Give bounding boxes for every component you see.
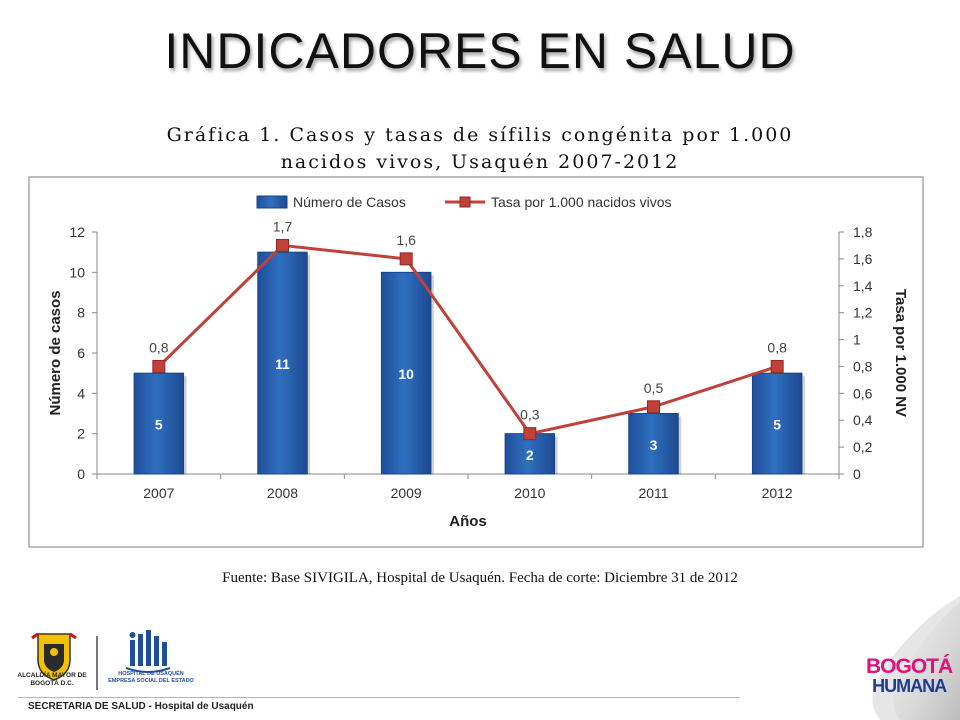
y-right-tick-label: 1,8	[853, 224, 873, 240]
x-tick-label: 2009	[391, 485, 422, 501]
bogota-humana-logo: BOGOTÁ HUMANA	[866, 655, 953, 696]
y-left-tick-label: 0	[77, 466, 85, 482]
y-left-tick-label: 10	[69, 264, 85, 280]
legend-swatch-marker	[459, 196, 471, 208]
legend-label-bars: Número de Casos	[293, 194, 406, 210]
chart-title: Gráfica 1. Casos y tasas de sífilis cong…	[120, 122, 840, 176]
y-left-tick-label: 2	[77, 426, 85, 442]
x-tick-label: 2007	[143, 485, 174, 501]
rate-line	[157, 243, 778, 436]
hospital-logo-text: HOSPITAL DE USAQUÉN EMPRESA SOCIAL DEL E…	[108, 671, 194, 684]
y-right-tick-label: 0,2	[853, 439, 873, 455]
slide-title: INDICADORES EN SALUD	[164, 23, 796, 79]
source-text: : Base SIVIGILA, Hospital de Usaquén. Fe…	[262, 570, 738, 586]
y-right-tick-label: 1	[853, 332, 861, 348]
y-left-tick-label: 6	[77, 345, 85, 361]
y-left-tick-label: 12	[69, 224, 85, 240]
source-label: Fuente	[222, 570, 263, 586]
y-left-tick-label: 4	[77, 385, 85, 401]
x-axis-title: Años	[449, 513, 487, 530]
y-axis-title-right: Tasa por 1.000 NV	[892, 289, 909, 417]
x-tick-label: 2008	[267, 485, 298, 501]
bar-value-label: 5	[773, 417, 781, 433]
source-note: Fuente: Base SIVIGILA, Hospital de Usaqu…	[0, 570, 960, 587]
y-right-tick-label: 1,4	[853, 278, 873, 294]
x-tick-label: 2012	[762, 485, 793, 501]
y-right-tick-label: 1,2	[853, 305, 873, 321]
y-axis-title-left: Número de casos	[47, 290, 64, 415]
bogota-logo-top: BOGOTÁ	[866, 655, 953, 678]
bar	[751, 372, 803, 475]
y-right-tick-label: 1,6	[853, 251, 873, 267]
rate-value-label: 1,6	[396, 232, 416, 248]
page-curl-decoration	[872, 596, 960, 720]
logo-divider	[96, 636, 98, 690]
rate-marker	[276, 238, 289, 252]
bar	[257, 251, 308, 475]
rate-marker	[152, 359, 166, 373]
rate-marker	[770, 359, 784, 373]
bar-value-label: 2	[526, 447, 534, 463]
y-right-tick-label: 0,8	[853, 358, 873, 374]
rate-marker	[647, 400, 660, 414]
rate-value-label: 0,8	[149, 339, 169, 355]
bar	[133, 372, 185, 475]
y-left-tick-label: 8	[77, 305, 85, 321]
legend-label-line: Tasa por 1.000 nacidos vivos	[491, 194, 672, 210]
rate-marker	[523, 427, 537, 441]
bar	[628, 413, 679, 475]
bogota-logo-bottom: HUMANA	[872, 676, 947, 696]
y-right-tick-label: 0,4	[853, 412, 873, 428]
combo-chart: 0 2 4 6 8 10 12 0 0,2 0,4 0,6 0,8 1 1,2 1,4 1,6 1,8 5 2007…	[47, 194, 909, 530]
bar	[380, 271, 432, 475]
rate-value-label: 1,7	[273, 218, 293, 234]
y-right-tick-label: 0	[853, 466, 861, 482]
alcaldia-logo-text: ALCALDÍA MAYOR DE BOGOTÁ D.C.	[17, 672, 87, 687]
footer-divider	[18, 697, 740, 698]
x-tick-label: 2011	[638, 485, 668, 501]
bar-value-label: 10	[398, 366, 414, 382]
rate-marker	[399, 252, 413, 266]
bar-value-label: 3	[650, 437, 658, 453]
legend-swatch-bars	[256, 195, 288, 209]
bar-value-label: 11	[275, 356, 290, 372]
rate-value-label: 0,3	[520, 407, 540, 423]
chart-title-line-2: nacidos vivos, Usaquén 2007-2012	[280, 151, 680, 173]
x-tick-label: 2010	[514, 485, 545, 501]
chart-title-line-1: Gráfica 1. Casos y tasas de sífilis cong…	[166, 124, 794, 146]
bogota-coat-of-arms-icon	[31, 632, 77, 681]
y-right-tick-label: 0,6	[853, 385, 873, 401]
rate-value-label: 0,8	[767, 339, 787, 355]
rate-value-label: 0,5	[644, 380, 664, 396]
hospital-usaquen-logo	[125, 630, 171, 673]
bar-value-label: 5	[155, 417, 163, 433]
footer-text: SECRETARIA DE SALUD - Hospital de Usaqué…	[28, 701, 254, 712]
